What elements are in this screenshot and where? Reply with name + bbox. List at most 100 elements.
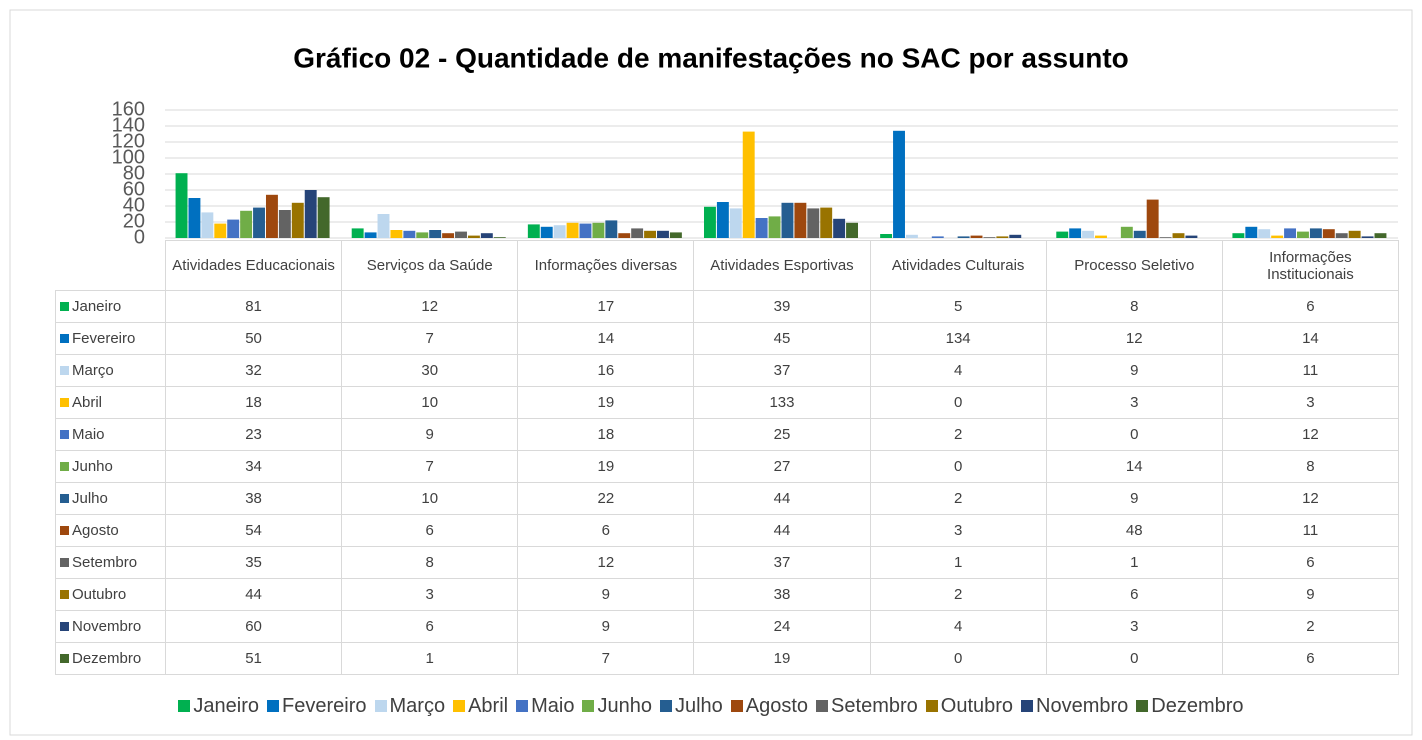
legend-key <box>60 526 69 535</box>
y-tick-label: 80 <box>123 162 145 184</box>
bar <box>931 236 944 238</box>
legend-label: Novembro <box>1036 695 1129 717</box>
table-value: 25 <box>693 418 871 451</box>
row-label: Outubro <box>55 578 166 611</box>
y-tick-label: 0 <box>134 226 145 248</box>
table-value: 38 <box>693 578 871 611</box>
table-value: 51 <box>164 642 343 675</box>
legend-item: Janeiro <box>178 695 259 718</box>
table-value: 6 <box>517 514 695 547</box>
table-value: 16 <box>517 354 695 387</box>
legend-key <box>1136 700 1149 712</box>
bar <box>480 233 493 238</box>
table-value: 19 <box>517 386 695 419</box>
table-value: 81 <box>164 290 343 323</box>
table-value: 6 <box>341 514 519 547</box>
row-label: Dezembro <box>55 642 166 675</box>
row-label: Novembro <box>55 610 166 643</box>
table-value: 3 <box>341 578 519 611</box>
legend-key <box>60 398 69 407</box>
table-value: 2 <box>1221 610 1399 643</box>
legend-label: Julho <box>674 695 723 717</box>
bar <box>1297 231 1309 238</box>
table-value: 22 <box>517 482 695 515</box>
bar <box>781 202 794 238</box>
bar <box>240 210 253 238</box>
bar <box>416 232 429 238</box>
bar <box>833 218 846 238</box>
series-name: Dezembro <box>72 650 142 667</box>
bar <box>657 230 669 238</box>
table-value: 3 <box>1221 386 1399 419</box>
bar <box>1374 233 1387 238</box>
table-value: 6 <box>1221 290 1399 323</box>
legend-key <box>1021 700 1034 712</box>
row-label: Setembro <box>55 546 166 579</box>
bar <box>1271 235 1284 238</box>
legend-label: Março <box>389 695 446 717</box>
legend-label: Outubro <box>940 695 1014 717</box>
data-table: Atividades Educacionais Serviços da Saúde… <box>55 240 1399 675</box>
table-value: 12 <box>1221 482 1399 515</box>
bar <box>351 228 364 238</box>
table-value: 0 <box>869 386 1047 419</box>
y-tick-label: 140 <box>112 114 145 136</box>
table-value: 0 <box>869 450 1047 483</box>
row-label: Maio <box>55 418 166 451</box>
bar <box>1185 235 1198 238</box>
table-value: 4 <box>869 354 1047 387</box>
bar <box>579 223 592 238</box>
table-value: 34 <box>164 450 343 483</box>
legend-key <box>60 494 69 503</box>
table-value: 6 <box>1221 546 1399 579</box>
legend-key <box>582 700 595 712</box>
table-row: Setembro 35 8 12 37 1 1 6 <box>55 546 1399 579</box>
bar <box>364 232 377 238</box>
bar <box>1146 199 1159 238</box>
table-value: 50 <box>164 322 343 355</box>
table-value: 9 <box>1221 578 1399 611</box>
y-tick-label: 120 <box>112 130 145 152</box>
bar <box>820 207 833 238</box>
bar <box>970 235 983 238</box>
bar <box>1120 226 1133 238</box>
bar <box>1082 230 1095 238</box>
table-value: 44 <box>693 482 871 515</box>
table-value: 7 <box>341 450 519 483</box>
table-value: 19 <box>693 642 871 675</box>
series-name: Junho <box>72 458 113 475</box>
legend-label: Fevereiro <box>282 695 367 717</box>
table-value: 14 <box>1221 322 1399 355</box>
bar <box>703 206 716 238</box>
legend-key <box>516 700 529 712</box>
table-row: Março 32 30 16 37 4 9 11 <box>55 354 1399 387</box>
table-value: 0 <box>869 642 1047 675</box>
y-tick-label: 160 <box>112 98 145 120</box>
legend-key <box>60 462 69 471</box>
bar <box>1069 228 1082 238</box>
table-value: 7 <box>517 642 695 675</box>
bar <box>807 208 820 238</box>
table-value: 10 <box>341 482 519 515</box>
row-label: Abril <box>55 386 166 419</box>
table-value: 32 <box>164 354 343 387</box>
y-tick-label: 100 <box>112 146 145 168</box>
series-name: Abril <box>72 394 103 411</box>
legend-key <box>659 700 672 712</box>
row-label: Agosto <box>55 514 166 547</box>
legend-label: Junho <box>597 695 652 717</box>
category-label: Informações Institucionais <box>1221 240 1399 291</box>
series-name: Fevereiro <box>72 330 136 347</box>
bar <box>846 222 859 238</box>
table-row: Outubro 44 3 9 38 2 6 9 <box>55 578 1399 611</box>
bar <box>566 222 579 238</box>
table-value: 12 <box>341 290 519 323</box>
table-row: Agosto 54 6 6 44 3 48 11 <box>55 514 1399 547</box>
table-value: 3 <box>1045 610 1223 643</box>
legend-item: Abril <box>453 695 508 718</box>
legend-key <box>60 654 69 663</box>
bar <box>631 228 644 238</box>
bar <box>390 230 403 238</box>
bar <box>669 232 682 238</box>
